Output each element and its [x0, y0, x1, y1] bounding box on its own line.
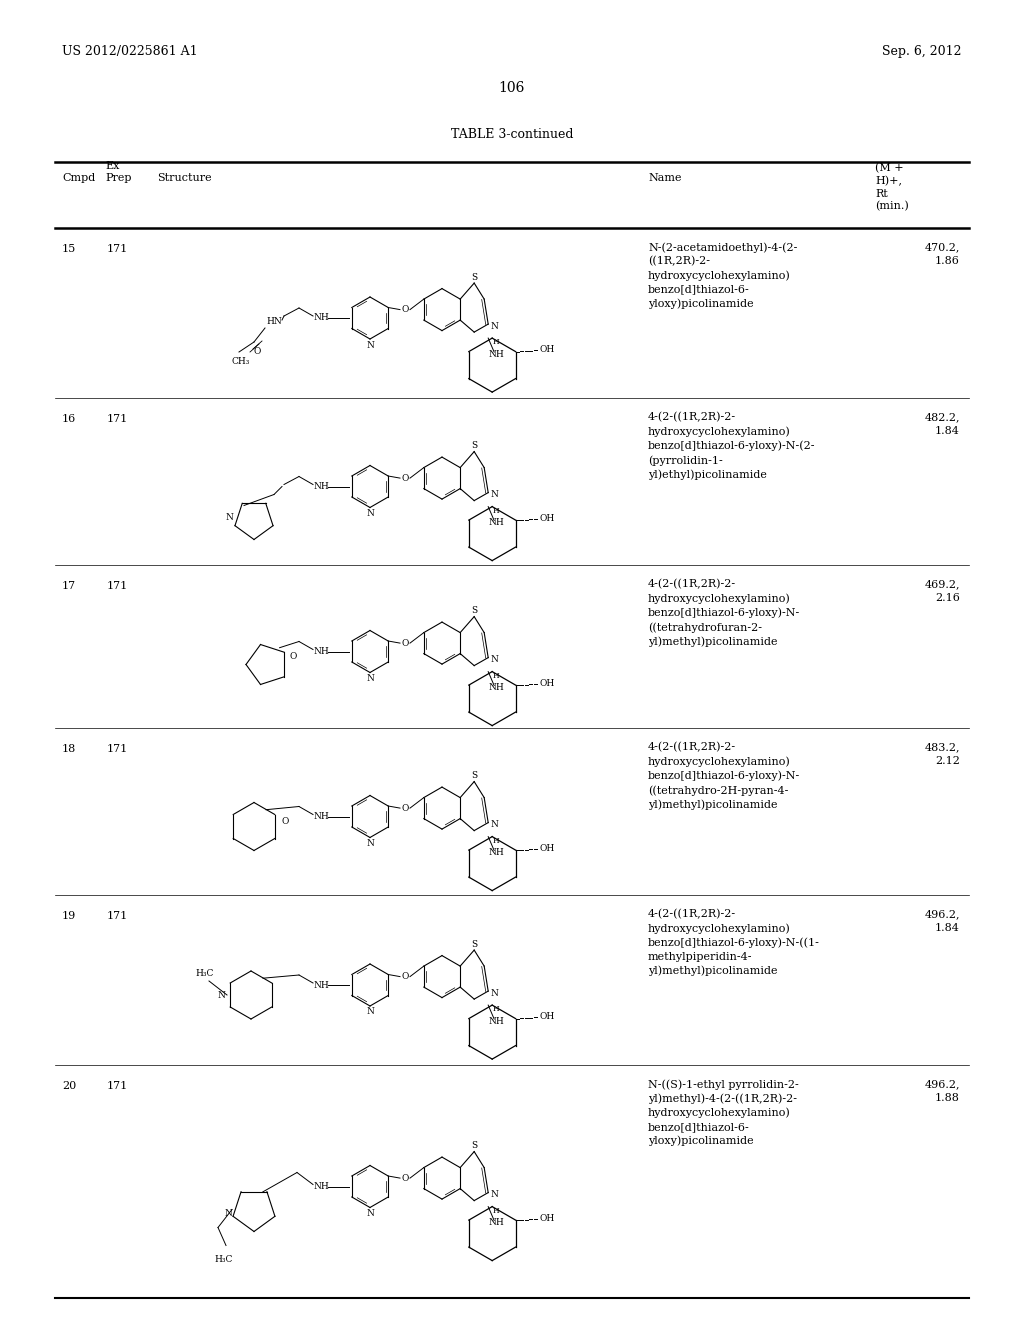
Text: 171: 171 — [106, 581, 128, 591]
Text: 18: 18 — [62, 744, 76, 754]
Text: H: H — [493, 672, 500, 680]
Text: NH: NH — [488, 1016, 504, 1026]
Text: O: O — [401, 305, 409, 314]
Text: S: S — [471, 606, 477, 615]
Text: 496.2,
1.88: 496.2, 1.88 — [925, 1078, 961, 1102]
Text: NH: NH — [313, 482, 329, 491]
Text: N: N — [225, 513, 232, 521]
Text: O: O — [401, 804, 409, 813]
Text: H: H — [493, 1206, 500, 1214]
Text: 4-(2-((1R,2R)-2-
hydroxycyclohexylamino)
benzo[d]thiazol-6-yloxy)-N-(2-
(pyrroli: 4-(2-((1R,2R)-2- hydroxycyclohexylamino)… — [648, 412, 815, 480]
Text: NH: NH — [488, 684, 504, 692]
Text: N: N — [490, 1191, 498, 1199]
Text: 171: 171 — [106, 244, 128, 253]
Text: N: N — [366, 1007, 374, 1016]
Text: 171: 171 — [106, 414, 128, 424]
Text: Name: Name — [648, 173, 682, 183]
Text: H: H — [493, 837, 500, 845]
Text: O: O — [401, 639, 409, 648]
Text: O: O — [401, 474, 409, 483]
Text: OH: OH — [540, 513, 555, 523]
Text: O: O — [282, 817, 289, 826]
Text: CH₃: CH₃ — [231, 358, 250, 367]
Text: Cmpd: Cmpd — [62, 173, 95, 183]
Text: S: S — [471, 940, 477, 949]
Text: NH: NH — [488, 350, 504, 359]
Text: 106: 106 — [499, 81, 525, 95]
Text: 171: 171 — [106, 744, 128, 754]
Text: 4-(2-((1R,2R)-2-
hydroxycyclohexylamino)
benzo[d]thiazol-6-yloxy)-N-
((tetrahydr: 4-(2-((1R,2R)-2- hydroxycyclohexylamino)… — [648, 579, 800, 647]
Text: NH: NH — [488, 519, 504, 527]
Text: NH: NH — [313, 314, 329, 322]
Text: N: N — [366, 510, 374, 517]
Text: HN: HN — [266, 318, 282, 326]
Text: TABLE 3-continued: TABLE 3-continued — [451, 128, 573, 141]
Text: OH: OH — [540, 678, 555, 688]
Text: N: N — [490, 490, 498, 499]
Text: 16: 16 — [62, 414, 76, 424]
Text: 171: 171 — [106, 1081, 128, 1092]
Text: N: N — [224, 1209, 232, 1218]
Text: NH: NH — [488, 849, 504, 857]
Text: N: N — [490, 820, 498, 829]
Text: H: H — [493, 338, 500, 346]
Text: H₃C: H₃C — [215, 1255, 233, 1265]
Text: NH: NH — [313, 981, 329, 990]
Text: O: O — [401, 972, 409, 981]
Text: N-(2-acetamidoethyl)-4-(2-
((1R,2R)-2-
hydroxycyclohexylamino)
benzo[d]thiazol-6: N-(2-acetamidoethyl)-4-(2- ((1R,2R)-2- h… — [648, 242, 798, 309]
Text: N: N — [490, 989, 498, 998]
Text: 4-(2-((1R,2R)-2-
hydroxycyclohexylamino)
benzo[d]thiazol-6-yloxy)-N-((1-
methylp: 4-(2-((1R,2R)-2- hydroxycyclohexylamino)… — [648, 909, 820, 977]
Text: OH: OH — [540, 1213, 555, 1222]
Text: 482.2,
1.84: 482.2, 1.84 — [925, 412, 961, 436]
Text: S: S — [471, 441, 477, 450]
Text: N: N — [366, 1209, 374, 1218]
Text: NH: NH — [488, 1218, 504, 1228]
Text: OH: OH — [540, 843, 555, 853]
Text: N: N — [490, 655, 498, 664]
Text: 15: 15 — [62, 244, 76, 253]
Text: O: O — [253, 347, 261, 356]
Text: 20: 20 — [62, 1081, 76, 1092]
Text: NH: NH — [313, 647, 329, 656]
Text: O: O — [401, 1173, 409, 1183]
Text: 17: 17 — [62, 581, 76, 591]
Text: 470.2,
1.86: 470.2, 1.86 — [925, 242, 961, 265]
Text: S: S — [471, 1140, 477, 1150]
Text: N: N — [366, 341, 374, 350]
Text: S: S — [471, 771, 477, 780]
Text: OH: OH — [540, 1012, 555, 1022]
Text: 469.2,
2.16: 469.2, 2.16 — [925, 579, 961, 603]
Text: H₃C: H₃C — [196, 969, 214, 978]
Text: US 2012/0225861 A1: US 2012/0225861 A1 — [62, 45, 198, 58]
Text: Ex
Prep: Ex Prep — [105, 161, 131, 183]
Text: N: N — [366, 675, 374, 682]
Text: N: N — [217, 990, 225, 999]
Text: N-((S)-1-ethyl pyrrolidin-2-
yl)methyl)-4-(2-((1R,2R)-2-
hydroxycyclohexylamino): N-((S)-1-ethyl pyrrolidin-2- yl)methyl)-… — [648, 1078, 799, 1146]
Text: O: O — [290, 652, 297, 661]
Text: H: H — [493, 1005, 500, 1014]
Text: 171: 171 — [106, 911, 128, 921]
Text: NH: NH — [313, 1181, 329, 1191]
Text: NH: NH — [313, 812, 329, 821]
Text: Structure: Structure — [157, 173, 212, 183]
Text: 19: 19 — [62, 911, 76, 921]
Text: (M +
H)+,
Rt
(min.): (M + H)+, Rt (min.) — [874, 162, 908, 211]
Text: OH: OH — [540, 345, 555, 354]
Text: H: H — [493, 507, 500, 515]
Text: 496.2,
1.84: 496.2, 1.84 — [925, 909, 961, 933]
Text: N: N — [490, 322, 498, 330]
Text: 4-(2-((1R,2R)-2-
hydroxycyclohexylamino)
benzo[d]thiazol-6-yloxy)-N-
((tetrahydr: 4-(2-((1R,2R)-2- hydroxycyclohexylamino)… — [648, 742, 800, 810]
Text: N: N — [366, 840, 374, 847]
Text: S: S — [471, 273, 477, 281]
Text: 483.2,
2.12: 483.2, 2.12 — [925, 742, 961, 766]
Text: Sep. 6, 2012: Sep. 6, 2012 — [883, 45, 962, 58]
